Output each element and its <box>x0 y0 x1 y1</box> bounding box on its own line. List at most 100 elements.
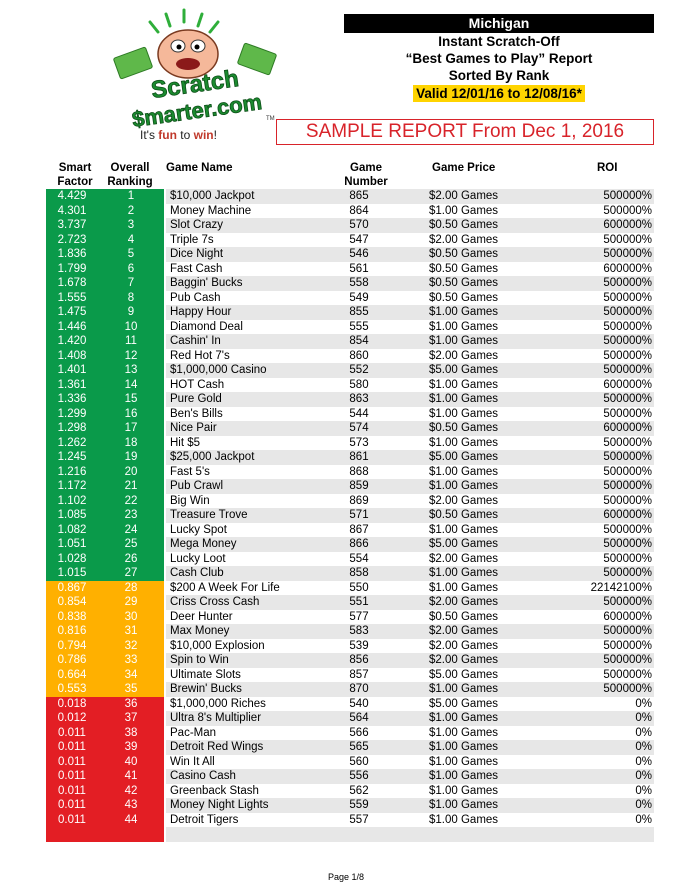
game-name-cell: Triple 7s <box>170 233 214 246</box>
roi-cell: 500000% <box>603 204 652 217</box>
roi-cell: 500000% <box>603 668 652 681</box>
game-name-cell: $200 A Week For Life <box>170 581 280 594</box>
rank-band <box>46 247 164 262</box>
game-number-cell: 552 <box>349 364 369 376</box>
row-shade <box>166 493 654 508</box>
row-shade <box>166 624 654 639</box>
row-shade <box>166 522 654 537</box>
games-table: 4.429 1 $10,000 Jackpot 865 $2.00 Games 50000… <box>46 189 654 842</box>
rank-band <box>46 754 164 769</box>
rank-band <box>46 290 164 305</box>
ranking-cell: 23 <box>124 509 138 521</box>
game-number-cell: 574 <box>349 422 369 434</box>
scratch-smarter-logo: Scratch $marter.com TM It's fun to win! <box>108 8 278 143</box>
ranking-cell: 24 <box>124 523 138 536</box>
table-row: 0.018 36 $1,000,000 Riches 540 $5.00 Games 0% <box>46 696 654 711</box>
game-name-cell: Ultra 8's Multiplier <box>170 712 262 724</box>
roi-cell: 500000% <box>603 364 652 376</box>
row-shade <box>166 334 654 349</box>
game-name-cell: Dice Night <box>170 248 224 260</box>
roi-cell: 500000% <box>603 248 652 260</box>
row-shade <box>166 363 654 378</box>
roi-cell: 500000% <box>603 523 652 536</box>
game-price-cell: $2.00 Games <box>429 625 499 637</box>
game-number-cell: 864 <box>349 204 369 217</box>
game-price-cell: $5.00 Games <box>429 697 499 710</box>
game-name-cell: Cash Club <box>170 567 224 579</box>
ranking-cell: 11 <box>125 335 137 347</box>
roi-cell: 500000% <box>603 567 652 579</box>
smart-factor-cell: 0.011 <box>58 813 86 826</box>
game-name-cell: Lucky Loot <box>170 552 226 565</box>
smart-factor-cell: 0.011 <box>58 726 86 739</box>
report-subtitle-1: Instant Scratch-Off <box>438 34 560 49</box>
ranking-cell: 43 <box>124 799 138 811</box>
game-price-cell: $1.00 Games <box>429 741 499 753</box>
game-price-cell: $1.00 Games <box>429 523 499 536</box>
smart-factor-cell: 0.664 <box>57 668 87 681</box>
game-number-cell: 577 <box>349 610 369 623</box>
smart-factor-cell: 0.553 <box>57 683 87 695</box>
row-shade <box>166 247 654 262</box>
game-number-cell: 854 <box>349 335 369 347</box>
ranking-cell: 42 <box>124 784 138 797</box>
smart-factor-cell: 0.854 <box>57 596 87 608</box>
smart-factor-cell: 0.012 <box>57 712 87 724</box>
game-number-cell: 564 <box>349 712 369 724</box>
rank-band <box>46 305 164 320</box>
roi-cell: 600000% <box>603 610 652 623</box>
table-row: 1.298 17 Nice Pair 574 $0.50 Games 600000% <box>46 421 654 436</box>
ranking-cell: 6 <box>127 262 135 275</box>
row-shade <box>166 479 654 494</box>
smart-factor-cell: 1.172 <box>57 480 87 492</box>
row-shade <box>166 406 654 421</box>
game-number-cell: 561 <box>349 262 369 275</box>
smart-factor-cell: 4.429 <box>57 190 87 202</box>
row-shade <box>166 725 654 740</box>
game-number-cell: 560 <box>349 755 369 768</box>
game-price-cell: $1.00 Games <box>429 306 499 318</box>
game-number-cell: 559 <box>349 799 369 811</box>
ranking-cell: 2 <box>127 204 135 217</box>
col-header-game-name: Game Name <box>166 162 233 174</box>
table-row: 1.262 18 Hit $5 573 $1.00 Games 500000% <box>46 435 654 450</box>
game-number-cell: 539 <box>349 639 369 652</box>
rank-band <box>46 667 164 682</box>
roi-cell: 500000% <box>603 639 652 652</box>
game-price-cell: $0.50 Games <box>429 422 499 434</box>
rank-band <box>46 653 164 668</box>
row-shade <box>166 232 654 247</box>
roi-cell: 500000% <box>603 436 652 449</box>
table-row: 3.737 3 Slot Crazy 570 $0.50 Games 600000% <box>46 218 654 233</box>
roi-cell: 0% <box>635 784 652 797</box>
game-number-cell: 580 <box>349 378 369 391</box>
table-row: 0.867 28 $200 A Week For Life 550 $1.00 Game… <box>46 580 654 595</box>
smart-factor-cell: 1.446 <box>57 320 87 333</box>
game-number-cell: 868 <box>349 465 369 478</box>
game-name-cell: Lucky Spot <box>170 523 227 536</box>
table-row: 1.028 26 Lucky Loot 554 $2.00 Games 500000% <box>46 551 654 566</box>
game-price-cell: $2.00 Games <box>429 552 499 565</box>
row-shade <box>166 290 654 305</box>
smart-factor-cell: 0.816 <box>57 625 87 637</box>
game-price-cell: $2.00 Games <box>429 233 499 246</box>
table-row: 4.429 1 $10,000 Jackpot 865 $2.00 Games 50000… <box>46 189 654 204</box>
game-price-cell: $1.00 Games <box>429 813 499 826</box>
roi-cell: 0% <box>635 799 652 811</box>
game-name-cell: Money Machine <box>170 204 252 217</box>
game-name-cell: Spin to Win <box>170 654 229 666</box>
game-number-cell: 540 <box>349 697 369 710</box>
table-row-blank <box>46 827 654 842</box>
rank-band <box>46 435 164 450</box>
row-shade <box>166 740 654 755</box>
col-header-smart-factor: Smart Factor <box>57 162 93 188</box>
roi-cell: 0% <box>635 755 652 768</box>
rank-band <box>46 406 164 421</box>
game-number-cell: 866 <box>349 538 369 550</box>
game-price-cell: $1.00 Games <box>429 378 499 391</box>
rank-band <box>46 189 164 204</box>
game-name-cell: Casino Cash <box>170 770 236 782</box>
state-title: Michigan <box>344 14 654 33</box>
game-number-cell: 565 <box>349 741 369 753</box>
roi-cell: 500000% <box>603 277 652 289</box>
